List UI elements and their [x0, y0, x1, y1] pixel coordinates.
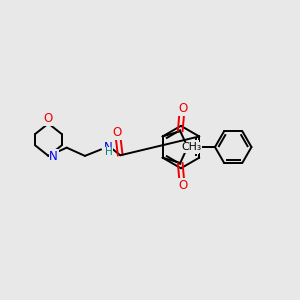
Text: O: O	[44, 112, 53, 125]
Text: O: O	[112, 126, 122, 140]
Text: CH₃: CH₃	[181, 142, 202, 152]
Text: N: N	[190, 141, 198, 154]
Text: O: O	[178, 179, 188, 192]
Text: N: N	[49, 150, 58, 163]
Text: O: O	[178, 102, 188, 115]
Text: N: N	[104, 141, 113, 154]
Text: H: H	[105, 147, 112, 158]
